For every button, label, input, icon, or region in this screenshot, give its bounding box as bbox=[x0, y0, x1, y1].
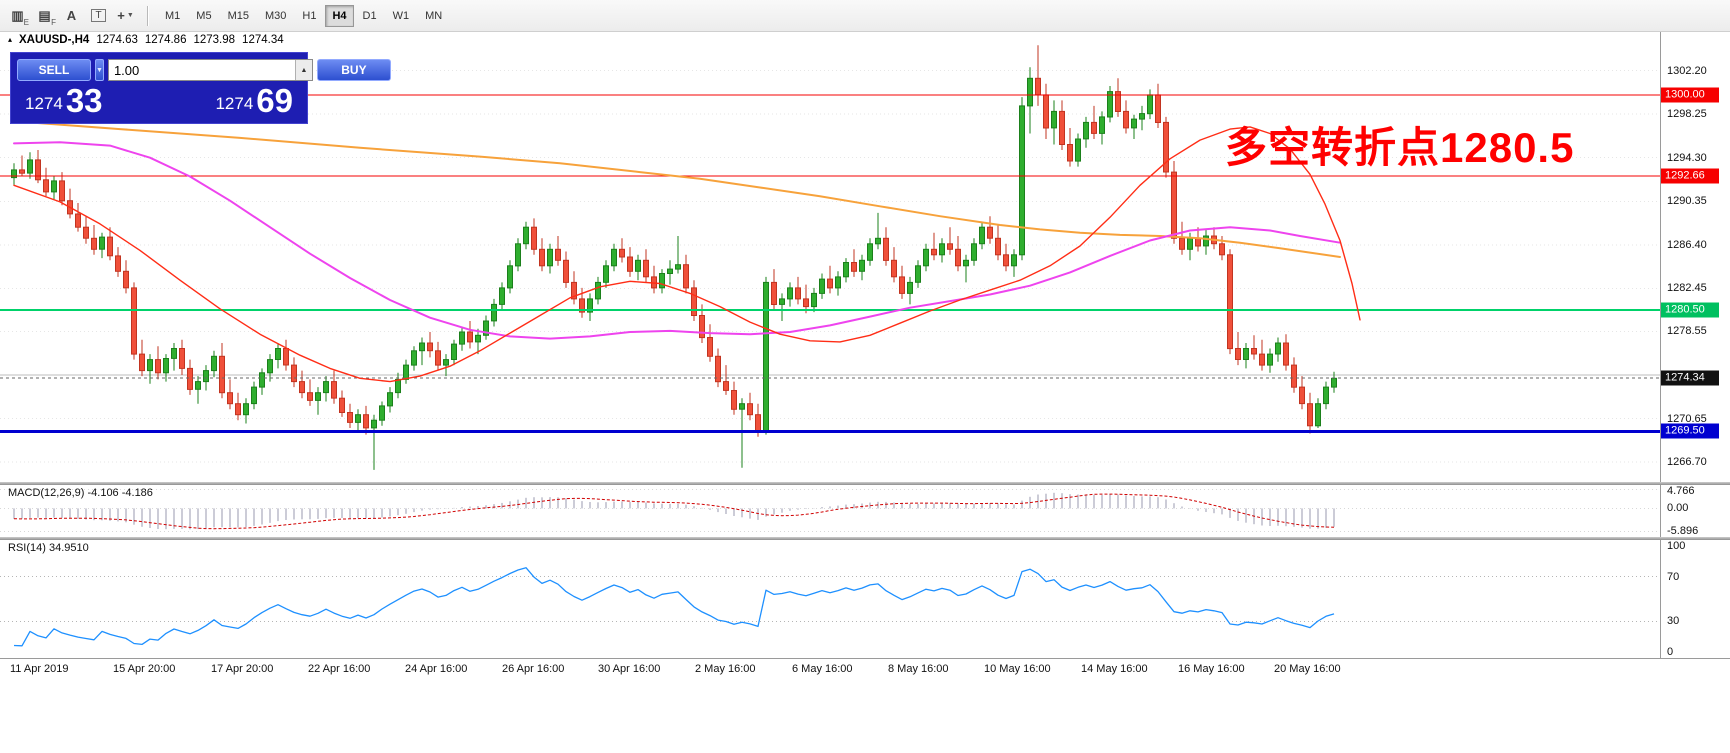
chart-area[interactable]: 1302.20 1298.25 1294.30 1290.35 1286.40 1282.… bbox=[0, 32, 1730, 482]
timeframe-button-h1[interactable]: H1 bbox=[302, 9, 317, 22]
collapse-arrow-icon[interactable]: ▴ bbox=[8, 35, 13, 44]
macd-label: MACD(12,26,9) -4.106 -4.186 bbox=[8, 487, 153, 499]
panel-splitter[interactable] bbox=[0, 482, 1730, 485]
panel-splitter[interactable] bbox=[0, 537, 1730, 540]
timeframe-button-m1[interactable]: M1 bbox=[165, 9, 181, 22]
spinner-up-icon: ▲ bbox=[300, 66, 308, 74]
timeframe-button-d1[interactable]: D1 bbox=[362, 9, 377, 22]
rsi-label: RSI(14) 34.9510 bbox=[8, 542, 89, 554]
macd-tick-label: 4.766 bbox=[1667, 485, 1695, 497]
time-label: 14 May 16:00 bbox=[1081, 663, 1148, 675]
rsi-tick-label: 30 bbox=[1667, 615, 1680, 628]
time-label: 26 Apr 16:00 bbox=[502, 663, 565, 675]
candlestick-series bbox=[11, 45, 1337, 470]
crosshair-cursor-icon[interactable]: + ▼ bbox=[117, 8, 134, 23]
rsi-chart bbox=[0, 567, 1660, 647]
rsi-panel[interactable]: 100 70 30 0 RSI(14) 34.9510 bbox=[0, 540, 1730, 658]
ma-mid bbox=[13, 141, 1341, 340]
ma-fast bbox=[13, 126, 1361, 383]
time-label: 8 May 16:00 bbox=[888, 663, 949, 675]
sell-button[interactable]: SELL bbox=[17, 59, 91, 81]
time-label: 10 May 16:00 bbox=[984, 663, 1051, 675]
price-tick-label: 1270.65 bbox=[1667, 412, 1707, 425]
time-label: 11 Apr 2019 bbox=[10, 663, 69, 675]
timeframe-button-w1[interactable]: W1 bbox=[392, 9, 410, 22]
footer-space bbox=[0, 681, 1730, 753]
rsi-tick-label: 70 bbox=[1667, 570, 1680, 583]
sell-price-base: 1274 bbox=[25, 94, 63, 113]
one-click-trading-panel: SELL ▼ ▲ BUY 1274 33 1274 bbox=[10, 52, 391, 124]
ma-slow bbox=[13, 120, 1341, 258]
price-label-1269-50: 1269.50 bbox=[1661, 423, 1719, 439]
quote-close: 1274.34 bbox=[242, 34, 284, 46]
timeframe-button-m5[interactable]: M5 bbox=[196, 9, 212, 22]
sell-price-big: 33 bbox=[65, 82, 103, 119]
time-label: 6 May 16:00 bbox=[792, 663, 853, 675]
quote-low: 1273.98 bbox=[193, 34, 236, 46]
text-box-icon[interactable]: T bbox=[85, 4, 112, 28]
macd-chart bbox=[0, 489, 1660, 533]
chart-type-icon[interactable]: ▥ E bbox=[11, 7, 29, 27]
price-label-1300-00: 1300.00 bbox=[1661, 87, 1719, 103]
price-tick-label: 1298.25 bbox=[1667, 108, 1707, 121]
price-label-1280-50: 1280.50 bbox=[1661, 302, 1719, 318]
price-tick-label: 1282.45 bbox=[1667, 282, 1707, 295]
dropdown-caret-icon: ▼ bbox=[96, 66, 103, 74]
price-tick-label: 1302.20 bbox=[1667, 64, 1707, 77]
timeframe-button-h4[interactable]: H4 bbox=[325, 4, 354, 27]
macd-panel[interactable]: 4.766 0.00 -5.896 MACD(12,26,9) -4.106 -4.… bbox=[0, 485, 1730, 537]
chart-grid-icon[interactable]: ▤ F bbox=[38, 7, 56, 27]
rsi-tick-label: 0 bbox=[1667, 646, 1674, 658]
chart-type-icon-sub: E bbox=[23, 17, 29, 27]
timeframe-button-group: M1 M5 M15 M30 H1 H4 D1 W1 MN bbox=[157, 4, 450, 27]
rsi-axis: 100 70 30 0 bbox=[1660, 540, 1730, 658]
quote-header: ▴ XAUUSD-,H4 1274.63 1274.86 1273.98 127… bbox=[8, 34, 284, 46]
chart-annotation-text: 多空转折点1280.5 bbox=[1225, 124, 1575, 171]
timeframe-button-m15[interactable]: M15 bbox=[227, 9, 249, 22]
candlestick-chart[interactable] bbox=[0, 32, 1660, 482]
buy-price[interactable]: 1274 69 bbox=[215, 84, 293, 117]
volume-up-button[interactable]: ▲ bbox=[294, 60, 312, 80]
price-tick-label: 1290.35 bbox=[1667, 195, 1707, 208]
time-label: 24 Apr 16:00 bbox=[405, 663, 468, 675]
price-tick-label: 1294.30 bbox=[1667, 151, 1707, 164]
buy-button[interactable]: BUY bbox=[316, 59, 391, 81]
volume-input[interactable] bbox=[108, 60, 295, 80]
chart-grid-icon-sub: F bbox=[51, 17, 56, 27]
toolbar-icon-group: ▥ E ▤ F A T + ▼ bbox=[4, 4, 139, 28]
timeframe-button-m30[interactable]: M30 bbox=[264, 9, 287, 22]
timeframe-button-mn[interactable]: MN bbox=[425, 9, 443, 22]
price-label-1274-34: 1274.34 bbox=[1661, 370, 1719, 386]
price-tick-label: 1286.40 bbox=[1667, 238, 1707, 251]
price-axis[interactable]: 1302.20 1298.25 1294.30 1290.35 1286.40 1282.… bbox=[1660, 32, 1730, 482]
quote-high: 1274.86 bbox=[144, 34, 187, 46]
macd-axis: 4.766 0.00 -5.896 bbox=[1660, 485, 1730, 537]
time-axis[interactable]: 11 Apr 2019 15 Apr 20:00 17 Apr 20:00 22 Ap… bbox=[0, 658, 1730, 681]
time-label: 22 Apr 16:00 bbox=[308, 663, 371, 675]
price-label-1292-66: 1292.66 bbox=[1661, 168, 1719, 184]
buy-price-base: 1274 bbox=[215, 94, 254, 113]
price-tick-label: 1278.55 bbox=[1667, 325, 1707, 338]
volume-dropdown[interactable]: ▼ bbox=[95, 59, 104, 81]
time-label: 2 May 16:00 bbox=[695, 663, 756, 675]
time-label: 20 May 16:00 bbox=[1274, 663, 1341, 675]
time-label: 15 Apr 20:00 bbox=[113, 663, 176, 675]
quote-open: 1274.63 bbox=[96, 34, 138, 46]
volume-field: ▲ bbox=[107, 59, 313, 81]
macd-tick-label: 0.00 bbox=[1667, 502, 1689, 515]
time-label: 16 May 16:00 bbox=[1178, 663, 1245, 675]
time-label: 30 Apr 16:00 bbox=[598, 663, 661, 675]
top-toolbar: ▥ E ▤ F A T + ▼ M1 M5 M15 M30 H1 H4 D1 W1 MN bbox=[0, 0, 1730, 32]
price-tick-label: 1266.70 bbox=[1667, 456, 1707, 469]
text-annotation-icon[interactable]: A bbox=[66, 8, 77, 23]
macd-tick-label: -5.896 bbox=[1667, 525, 1699, 537]
buy-price-big: 69 bbox=[256, 82, 293, 119]
toolbar-separator bbox=[147, 5, 149, 26]
symbol-label: XAUUSD-,H4 bbox=[19, 34, 90, 46]
time-label: 17 Apr 20:00 bbox=[211, 663, 274, 675]
dropdown-caret-icon: ▼ bbox=[126, 12, 134, 19]
sell-price[interactable]: 1274 33 bbox=[25, 84, 103, 117]
rsi-tick-label: 100 bbox=[1667, 540, 1686, 552]
